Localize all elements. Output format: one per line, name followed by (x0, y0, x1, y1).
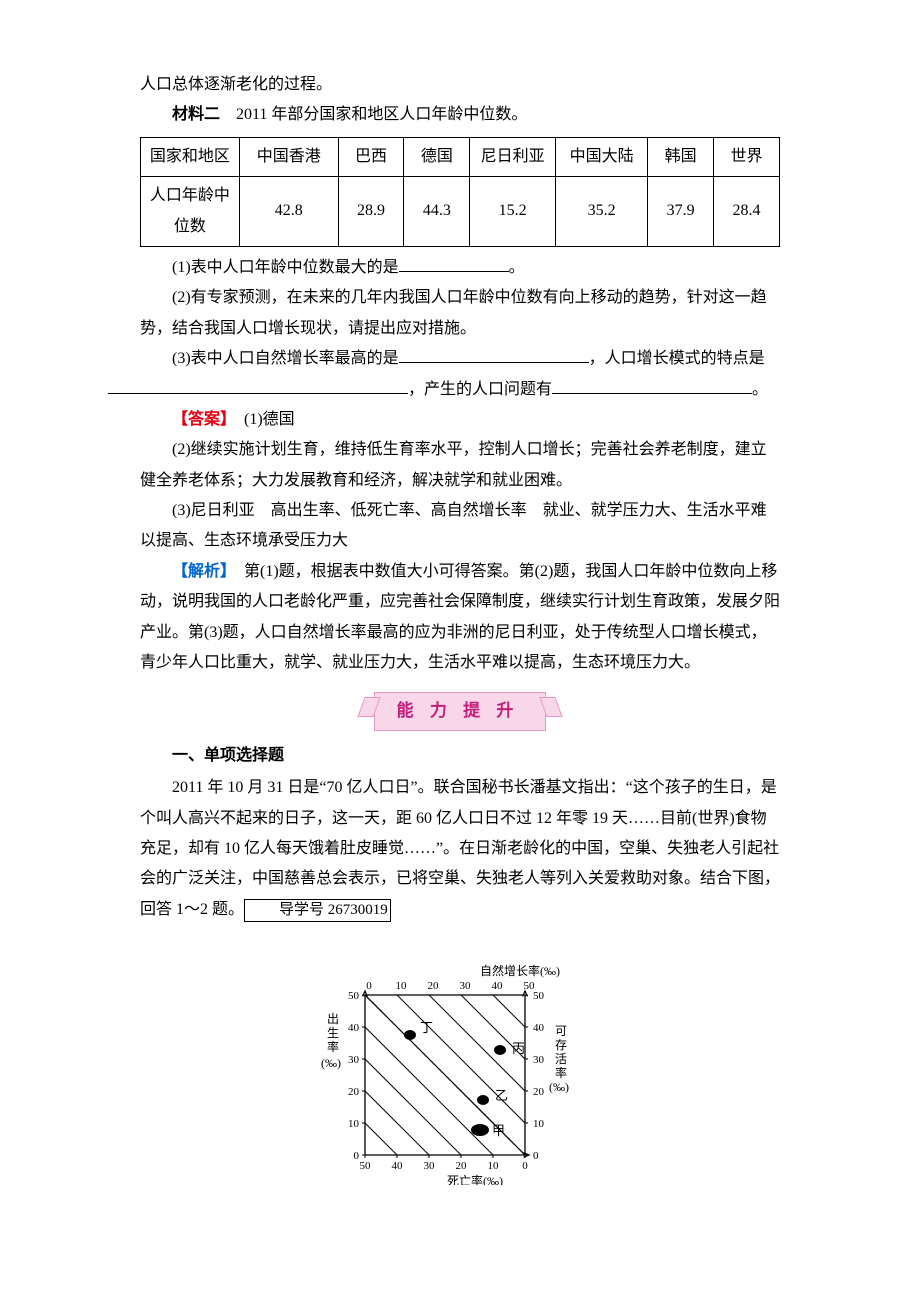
svg-text:50: 50 (360, 1160, 372, 1172)
svg-text:(‰): (‰) (321, 1056, 341, 1070)
table-row: 国家和地区 中国香港 巴西 德国 尼日利亚 中国大陆 韩国 世界 (141, 137, 780, 176)
intro-continuation: 人口总体逐渐老化的过程。 (140, 70, 780, 100)
svg-text:20: 20 (456, 1160, 468, 1172)
answer-line-1: 【答案】 (1)德国 (140, 405, 780, 435)
svg-text:自然增长率(‰): 自然增长率(‰) (480, 963, 560, 978)
analysis-text: 第(1)题，根据表中数值大小可得答案。第(2)题，我国人口年龄中位数向上移动，说… (140, 563, 780, 671)
svg-text:20: 20 (348, 1086, 360, 1098)
ability-heading-wrap: 能 力 提 升 (140, 692, 780, 730)
q1-before: (1)表中人口年龄中位数最大的是 (172, 259, 399, 276)
svg-text:40: 40 (492, 980, 504, 992)
svg-text:可: 可 (555, 1024, 567, 1038)
q3-piece3: ，产生的人口问题有 (408, 381, 552, 398)
question-1: (1)表中人口年龄中位数最大的是 。 (140, 253, 780, 283)
demographic-chart: 0102030405050403020100010203040500102030… (140, 935, 780, 1196)
material2-text: 2011 年部分国家和地区人口年龄中位数。 (220, 106, 527, 123)
svg-text:率: 率 (555, 1065, 567, 1080)
q3-piece2: ，人口增长模式的特点是 (589, 350, 765, 367)
table-cell: 42.8 (239, 177, 338, 247)
table-header-cell: 人口年龄中位数 (141, 177, 240, 247)
guide-number-box: 导学号 26730019 (244, 899, 391, 922)
median-age-table: 国家和地区 中国香港 巴西 德国 尼日利亚 中国大陆 韩国 世界 人口年龄中位数… (140, 137, 780, 247)
q3-piece1: (3)表中人口自然增长率最高的是 (172, 350, 399, 367)
svg-text:乙: 乙 (495, 1088, 508, 1103)
table-cell: 28.9 (338, 177, 404, 247)
svg-text:丁: 丁 (420, 1020, 433, 1035)
svg-text:(‰): (‰) (549, 1080, 569, 1094)
chart-svg: 0102030405050403020100010203040500102030… (310, 935, 610, 1185)
svg-text:10: 10 (348, 1118, 360, 1130)
svg-text:存: 存 (555, 1038, 567, 1052)
table-row: 人口年龄中位数 42.8 28.9 44.3 15.2 35.2 37.9 28… (141, 177, 780, 247)
ability-heading: 能 力 提 升 (397, 701, 520, 720)
question-2: (2)有专家预测，在未来的几年内我国人口年龄中位数有向上移动的趋势，针对这一趋势… (140, 283, 780, 344)
table-cell: 尼日利亚 (470, 137, 556, 176)
table-cell: 世界 (714, 137, 780, 176)
svg-text:50: 50 (533, 990, 545, 1002)
analysis-label: 【解析】 (172, 563, 228, 580)
table-cell: 巴西 (338, 137, 404, 176)
svg-text:30: 30 (348, 1054, 360, 1066)
blank-line (399, 346, 589, 363)
blank-line (399, 255, 509, 272)
q1-after: 。 (509, 259, 525, 276)
answer-2: (2)继续实施计划生育，维持低生育率水平，控制人口增长；完善社会养老制度，建立健… (140, 435, 780, 496)
material2-line: 材料二 2011 年部分国家和地区人口年龄中位数。 (140, 100, 780, 130)
svg-text:30: 30 (424, 1160, 436, 1172)
material2-label: 材料二 (172, 106, 220, 123)
analysis-block: 【解析】 第(1)题，根据表中数值大小可得答案。第(2)题，我国人口年龄中位数向… (140, 557, 780, 679)
svg-text:40: 40 (533, 1022, 545, 1034)
reading-passage: 2011 年 10 月 31 日是“70 亿人口日”。联合国秘书长潘基文指出：“… (140, 773, 780, 925)
q3-piece4: 。 (752, 381, 768, 398)
ribbon-icon: 能 力 提 升 (374, 692, 547, 730)
svg-text:活: 活 (555, 1052, 567, 1066)
svg-text:40: 40 (392, 1160, 404, 1172)
table-header-cell: 国家和地区 (141, 137, 240, 176)
svg-text:0: 0 (522, 1160, 528, 1172)
section-1-heading: 一、单项选择题 (140, 741, 780, 771)
svg-text:20: 20 (428, 980, 440, 992)
answer-1-text: (1)德国 (228, 411, 295, 428)
table-cell: 37.9 (648, 177, 714, 247)
svg-text:生: 生 (327, 1026, 339, 1040)
blank-line (552, 377, 752, 394)
answer-label: 【答案】 (172, 411, 228, 428)
table-cell: 35.2 (555, 177, 647, 247)
table-cell: 中国香港 (239, 137, 338, 176)
table-cell: 28.4 (714, 177, 780, 247)
svg-text:率: 率 (327, 1039, 339, 1054)
blank-line (108, 377, 408, 394)
svg-text:50: 50 (348, 990, 360, 1002)
svg-text:出: 出 (327, 1012, 339, 1026)
answer-3: (3)尼日利亚 高出生率、低死亡率、高自然增长率 就业、就学压力大、生活水平难以… (140, 496, 780, 557)
reading-text: 2011 年 10 月 31 日是“70 亿人口日”。联合国秘书长潘基文指出：“… (140, 779, 780, 918)
svg-text:甲: 甲 (492, 1123, 505, 1138)
svg-text:10: 10 (533, 1118, 545, 1130)
svg-text:10: 10 (396, 980, 408, 992)
svg-text:20: 20 (533, 1086, 545, 1098)
table-cell: 中国大陆 (555, 137, 647, 176)
svg-text:丙: 丙 (512, 1041, 525, 1056)
table-cell: 44.3 (404, 177, 470, 247)
svg-text:40: 40 (348, 1022, 360, 1034)
svg-text:0: 0 (366, 980, 372, 992)
svg-text:死亡率(‰): 死亡率(‰) (447, 1173, 503, 1185)
svg-text:30: 30 (533, 1054, 545, 1066)
question-3: (3)表中人口自然增长率最高的是 ，人口增长模式的特点是 ，产生的人口问题有 。 (140, 344, 780, 405)
table-cell: 韩国 (648, 137, 714, 176)
table-cell: 15.2 (470, 177, 556, 247)
svg-text:30: 30 (460, 980, 472, 992)
svg-text:10: 10 (488, 1160, 500, 1172)
svg-text:0: 0 (533, 1150, 539, 1162)
table-cell: 德国 (404, 137, 470, 176)
